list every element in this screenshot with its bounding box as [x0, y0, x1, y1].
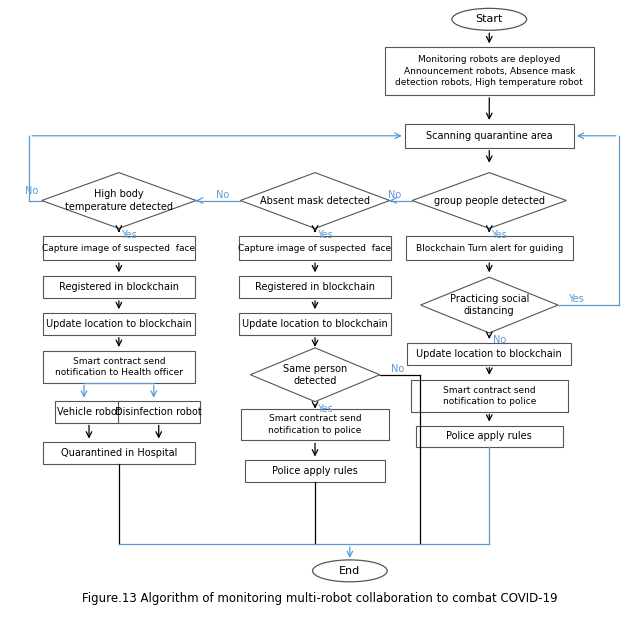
Text: Figure.13 Algorithm of monitoring multi-robot collaboration to combat COVID-19: Figure.13 Algorithm of monitoring multi-… — [82, 592, 558, 605]
Text: Update location to blockchain: Update location to blockchain — [46, 319, 192, 329]
Text: Registered in blockchain: Registered in blockchain — [59, 282, 179, 292]
FancyBboxPatch shape — [415, 425, 563, 447]
FancyBboxPatch shape — [241, 409, 388, 440]
Text: Monitoring robots are deployed
Announcement robots, Absence mask
detection robot: Monitoring robots are deployed Announcem… — [396, 55, 583, 87]
FancyBboxPatch shape — [245, 461, 385, 482]
FancyBboxPatch shape — [239, 276, 390, 298]
Text: Vehicle robot: Vehicle robot — [57, 406, 121, 416]
FancyBboxPatch shape — [44, 351, 195, 382]
Ellipse shape — [312, 560, 387, 582]
Text: No: No — [391, 364, 404, 374]
Text: Smart contract send
notification to police: Smart contract send notification to poli… — [268, 415, 362, 435]
Text: Start: Start — [476, 14, 503, 25]
Text: Police apply rules: Police apply rules — [272, 466, 358, 476]
FancyBboxPatch shape — [55, 401, 123, 423]
Text: No: No — [388, 190, 401, 200]
Text: No: No — [493, 335, 506, 345]
Polygon shape — [42, 173, 196, 229]
Ellipse shape — [452, 8, 527, 30]
Text: Capture image of suspected  face: Capture image of suspected face — [239, 244, 392, 253]
Text: Yes: Yes — [492, 231, 507, 241]
FancyBboxPatch shape — [385, 47, 594, 95]
Text: Update location to blockchain: Update location to blockchain — [417, 349, 562, 359]
Text: Disinfection robot: Disinfection robot — [115, 406, 202, 416]
FancyBboxPatch shape — [44, 442, 195, 464]
FancyBboxPatch shape — [44, 276, 195, 298]
Text: Scanning quarantine area: Scanning quarantine area — [426, 131, 552, 140]
FancyBboxPatch shape — [118, 401, 200, 423]
Text: group people detected: group people detected — [434, 195, 545, 205]
FancyBboxPatch shape — [406, 236, 573, 260]
Text: Yes: Yes — [317, 404, 333, 413]
FancyBboxPatch shape — [44, 313, 195, 335]
FancyBboxPatch shape — [239, 236, 390, 260]
Text: Registered in blockchain: Registered in blockchain — [255, 282, 375, 292]
FancyBboxPatch shape — [407, 343, 572, 365]
Text: Quarantined in Hospital: Quarantined in Hospital — [61, 449, 177, 459]
Text: Smart contract send
notification to Health officer: Smart contract send notification to Heal… — [55, 357, 183, 377]
Text: Update location to blockchain: Update location to blockchain — [242, 319, 388, 329]
FancyBboxPatch shape — [411, 380, 568, 411]
Text: Absent mask detected: Absent mask detected — [260, 195, 370, 205]
FancyBboxPatch shape — [404, 124, 574, 148]
FancyBboxPatch shape — [239, 313, 390, 335]
FancyBboxPatch shape — [44, 236, 195, 260]
Polygon shape — [241, 173, 390, 229]
Polygon shape — [250, 348, 380, 401]
Text: High body
temperature detected: High body temperature detected — [65, 189, 173, 212]
Polygon shape — [420, 277, 558, 333]
Text: Same person
detected: Same person detected — [283, 364, 347, 386]
Text: Smart contract send
notification to police: Smart contract send notification to poli… — [443, 386, 536, 406]
Text: Police apply rules: Police apply rules — [446, 432, 532, 442]
Text: Practicing social
distancing: Practicing social distancing — [449, 294, 529, 316]
Text: Yes: Yes — [317, 231, 333, 241]
Polygon shape — [412, 173, 566, 229]
Text: Blockchain Turn alert for guiding: Blockchain Turn alert for guiding — [415, 244, 563, 253]
Text: Yes: Yes — [568, 294, 584, 304]
Text: Yes: Yes — [121, 231, 137, 241]
Text: Capture image of suspected  face: Capture image of suspected face — [42, 244, 195, 253]
Text: No: No — [216, 190, 229, 200]
Text: End: End — [339, 566, 360, 576]
Text: No: No — [25, 186, 38, 195]
